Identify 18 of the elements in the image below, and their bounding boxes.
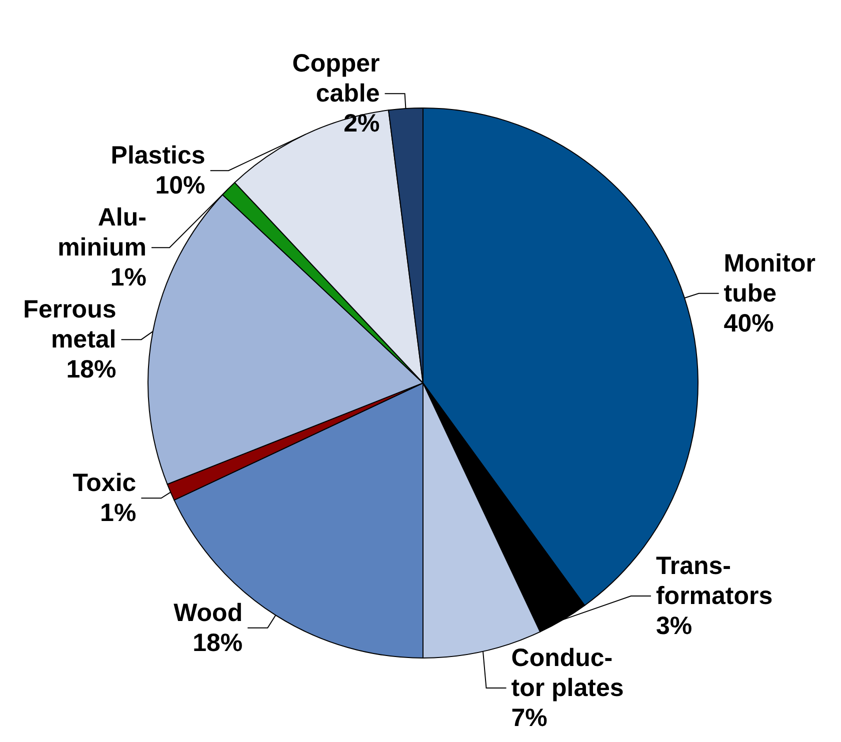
data-label: 18%	[66, 356, 116, 384]
slice-label: Copper cable	[292, 50, 380, 108]
data-label: 2%	[344, 110, 380, 138]
slice-label: Toxic	[72, 469, 136, 498]
slice-label: Wood	[174, 598, 243, 627]
data-label: 1%	[100, 499, 136, 528]
slice-label: Alu- minium	[58, 204, 146, 262]
slice-label: Monitor tube	[724, 249, 816, 308]
data-label: 18%	[192, 628, 243, 657]
slice-label: Ferrous metal	[23, 296, 116, 354]
slice-label: Conduc- tor plates	[511, 644, 624, 702]
data-label: 3%	[656, 612, 692, 640]
data-label: 10%	[155, 172, 206, 200]
data-label: 1%	[110, 264, 146, 292]
data-label: 40%	[724, 309, 774, 338]
data-label: 7%	[511, 704, 548, 732]
slice-label: Plastics	[110, 142, 206, 170]
slice-label: Trans- formators	[656, 552, 773, 610]
